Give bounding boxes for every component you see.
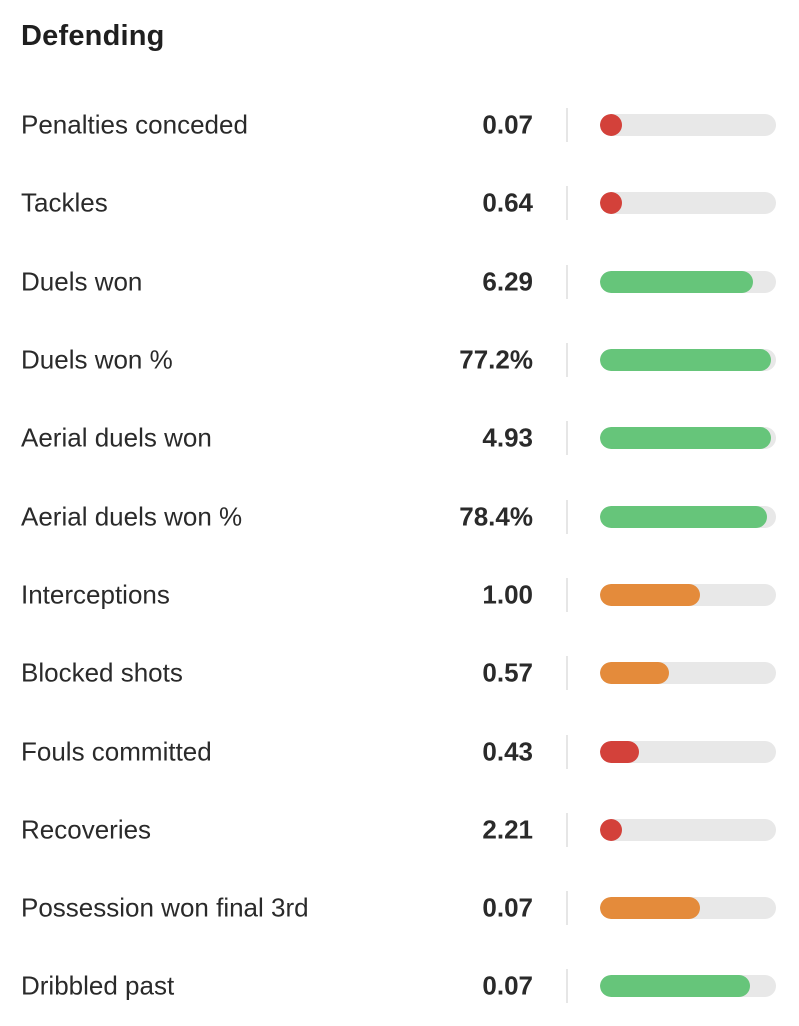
stat-value: 1.00 bbox=[482, 579, 533, 610]
rating-bar-fill bbox=[600, 349, 771, 372]
stat-row: Dribbled past 0.07 bbox=[0, 947, 799, 1025]
stat-value: 0.43 bbox=[482, 736, 533, 767]
rating-bar bbox=[600, 818, 776, 841]
rating-bar bbox=[600, 427, 776, 450]
rating-bar bbox=[600, 740, 776, 763]
rating-bar-fill bbox=[600, 583, 701, 606]
rating-bar-fill bbox=[600, 270, 754, 293]
stats-list: Penalties conceded 0.07 Tackles 0.64 Due… bbox=[0, 86, 799, 1026]
stat-row: Recoveries 2.21 bbox=[0, 791, 799, 869]
rating-bar bbox=[600, 897, 776, 920]
stat-value: 0.57 bbox=[482, 657, 533, 688]
divider bbox=[566, 108, 568, 143]
divider bbox=[566, 421, 568, 456]
rating-bar bbox=[600, 505, 776, 528]
stat-label: Blocked shots bbox=[21, 657, 183, 688]
rating-bar bbox=[600, 662, 776, 685]
divider bbox=[566, 812, 568, 847]
rating-bar-fill bbox=[600, 662, 669, 685]
divider bbox=[566, 656, 568, 691]
stat-label: Penalties conceded bbox=[21, 109, 248, 140]
rating-bar bbox=[600, 270, 776, 293]
rating-bar bbox=[600, 114, 776, 137]
rating-bar bbox=[600, 583, 776, 606]
stat-value: 0.07 bbox=[482, 109, 533, 140]
stat-label: Duels won bbox=[21, 266, 143, 297]
stat-value: 6.29 bbox=[482, 266, 533, 297]
stat-label: Dribbled past bbox=[21, 970, 175, 1001]
rating-bar-fill bbox=[600, 897, 701, 920]
stat-label: Interceptions bbox=[21, 579, 170, 610]
divider bbox=[566, 343, 568, 378]
stat-label: Fouls committed bbox=[21, 736, 212, 767]
stat-value: 77.2% bbox=[459, 344, 533, 375]
stat-label: Recoveries bbox=[21, 814, 152, 845]
stat-label: Aerial duels won bbox=[21, 422, 212, 453]
rating-bar bbox=[600, 192, 776, 215]
divider bbox=[566, 891, 568, 926]
rating-bar-fill bbox=[600, 427, 771, 450]
divider bbox=[566, 186, 568, 221]
stat-value: 0.07 bbox=[482, 892, 533, 923]
rating-bar-fill bbox=[600, 975, 750, 998]
rating-bar-fill bbox=[600, 818, 622, 841]
rating-bar-fill bbox=[600, 505, 768, 528]
stat-row: Interceptions 1.00 bbox=[0, 556, 799, 634]
rating-bar-fill bbox=[600, 114, 622, 137]
stat-label: Tackles bbox=[21, 187, 108, 218]
rating-bar-fill bbox=[600, 740, 639, 763]
stat-value: 4.93 bbox=[482, 422, 533, 453]
rating-bar bbox=[600, 975, 776, 998]
stat-row: Possession won final 3rd 0.07 bbox=[0, 869, 799, 947]
stat-label: Possession won final 3rd bbox=[21, 892, 309, 923]
stat-value: 0.07 bbox=[482, 970, 533, 1001]
stat-value: 2.21 bbox=[482, 814, 533, 845]
stat-value: 0.64 bbox=[482, 187, 533, 218]
rating-bar-fill bbox=[600, 192, 622, 215]
stat-row: Tackles 0.64 bbox=[0, 164, 799, 242]
divider bbox=[566, 969, 568, 1004]
divider bbox=[566, 577, 568, 612]
stat-label: Duels won % bbox=[21, 344, 173, 375]
stat-row: Aerial duels won % 78.4% bbox=[0, 477, 799, 555]
stat-value: 78.4% bbox=[459, 501, 533, 532]
stat-row: Aerial duels won 4.93 bbox=[0, 399, 799, 477]
stat-label: Aerial duels won % bbox=[21, 501, 243, 532]
stat-row: Blocked shots 0.57 bbox=[0, 634, 799, 712]
stat-row: Fouls committed 0.43 bbox=[0, 712, 799, 790]
section-title: Defending bbox=[21, 20, 165, 52]
stat-row: Penalties conceded 0.07 bbox=[0, 86, 799, 164]
divider bbox=[566, 734, 568, 769]
divider bbox=[566, 264, 568, 299]
stat-row: Duels won % 77.2% bbox=[0, 321, 799, 399]
stat-row: Duels won 6.29 bbox=[0, 243, 799, 321]
divider bbox=[566, 499, 568, 534]
rating-bar bbox=[600, 349, 776, 372]
